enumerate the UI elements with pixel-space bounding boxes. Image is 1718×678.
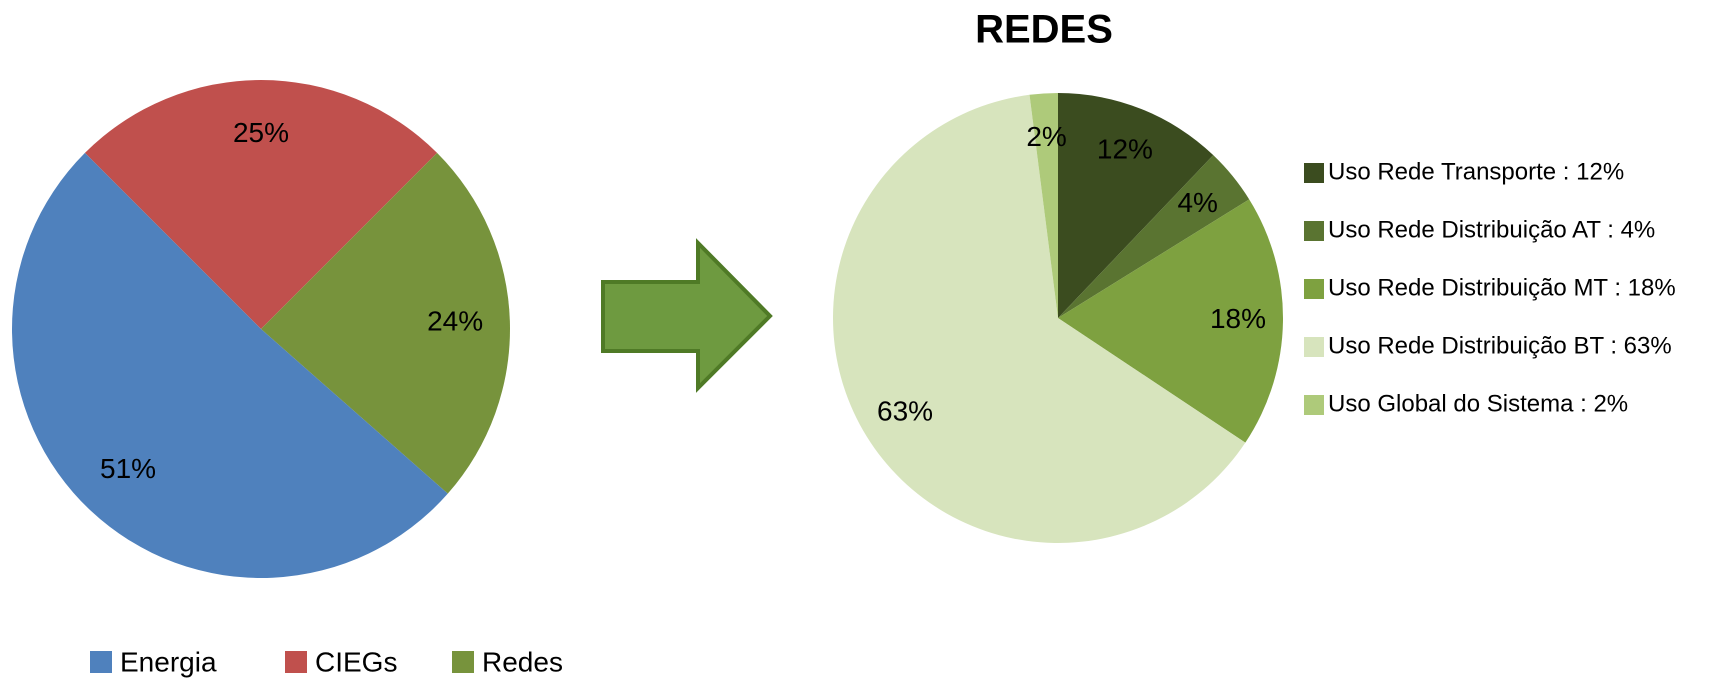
pie-slice — [832, 94, 1246, 543]
legend-swatch — [1304, 279, 1324, 299]
data-label: 12% — [1097, 133, 1153, 164]
legend-swatch — [1304, 337, 1324, 357]
data-label: 18% — [1210, 303, 1266, 334]
legend-swatch — [452, 651, 474, 673]
legend-label: Uso Rede Distribuição BT : 63% — [1328, 332, 1672, 359]
legend-swatch — [90, 651, 112, 673]
legend-swatch — [1304, 221, 1324, 241]
legend-label: Energia — [120, 646, 217, 677]
data-label: 63% — [877, 395, 933, 426]
arrow — [601, 238, 773, 393]
chart-title: REDES — [975, 8, 1113, 52]
data-label: 24% — [427, 305, 483, 336]
pie-slice — [1058, 155, 1250, 318]
data-label: 2% — [1026, 121, 1066, 152]
data-label: 25% — [233, 117, 289, 148]
data-label: 4% — [1177, 187, 1217, 218]
legend-label: Redes — [482, 646, 563, 677]
data-label: 51% — [100, 453, 156, 484]
pie-slice — [1029, 93, 1058, 318]
legend-swatch — [1304, 163, 1324, 183]
legend-swatch — [285, 651, 307, 673]
legend-label: CIEGs — [315, 646, 397, 677]
pie-slice — [1058, 199, 1284, 443]
pie-slice — [84, 80, 438, 329]
legend-label: Uso Rede Distribuição AT : 4% — [1328, 216, 1655, 243]
legend-label: Uso Rede Transporte : 12% — [1328, 158, 1624, 185]
legend-label: Uso Global do Sistema : 2% — [1328, 390, 1628, 417]
pie-slice — [1058, 93, 1214, 318]
legend-label: Uso Rede Distribuição MT : 18% — [1328, 274, 1676, 301]
legend-swatch — [1304, 395, 1324, 415]
pie-slice — [261, 152, 510, 494]
pie-slice — [11, 152, 448, 579]
